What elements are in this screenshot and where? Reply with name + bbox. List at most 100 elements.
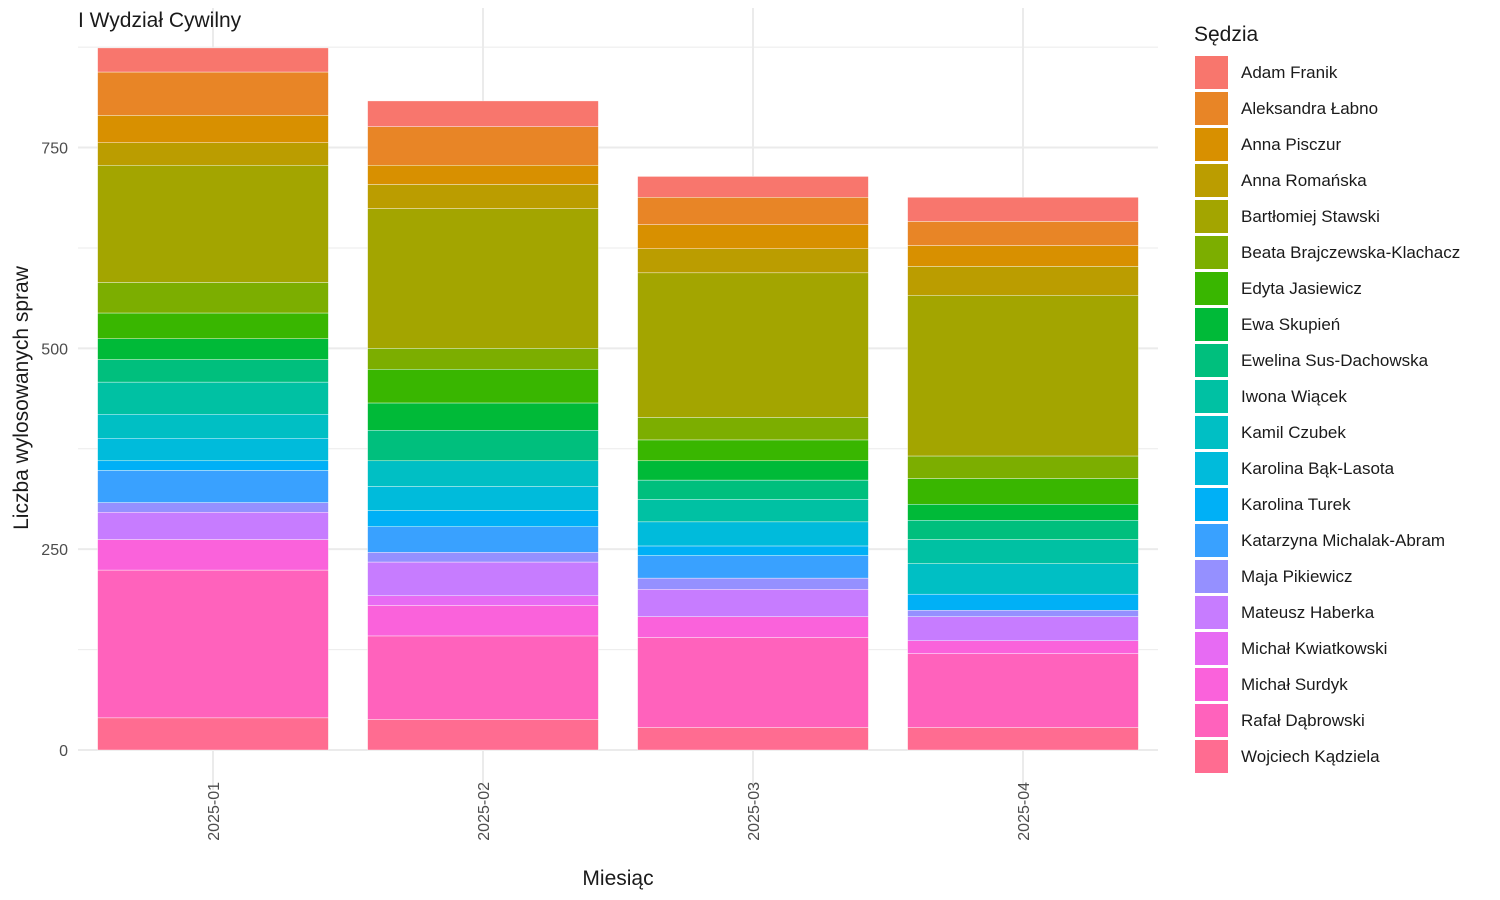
bar-segment bbox=[637, 577, 869, 590]
bar-segment bbox=[367, 184, 599, 209]
legend-label: Bartłomiej Stawski bbox=[1241, 207, 1380, 226]
legend-label: Kamil Czubek bbox=[1241, 423, 1346, 442]
bar-segment bbox=[907, 245, 1139, 267]
bar-segment bbox=[97, 338, 329, 360]
legend-swatch bbox=[1195, 416, 1228, 449]
legend-swatch bbox=[1195, 92, 1228, 125]
bar-segment bbox=[907, 503, 1139, 521]
legend-label: Karolina Bąk-Lasota bbox=[1241, 459, 1395, 478]
y-tick-label: 250 bbox=[41, 542, 68, 559]
bar-segment bbox=[907, 455, 1139, 479]
legend-label: Edyta Jasiewicz bbox=[1241, 279, 1362, 298]
bar-segment bbox=[637, 197, 869, 225]
bar-segment bbox=[97, 71, 329, 116]
legend-swatch bbox=[1195, 452, 1228, 485]
legend-swatch bbox=[1195, 56, 1228, 89]
bar-segment bbox=[97, 142, 329, 166]
bar-segment bbox=[907, 653, 1139, 728]
bar-segment bbox=[637, 545, 869, 556]
x-tick-label: 2025-04 bbox=[1016, 782, 1033, 841]
bar-segment bbox=[367, 605, 599, 637]
legend-swatch bbox=[1195, 344, 1228, 377]
bar-segment bbox=[97, 717, 329, 751]
bar-segment bbox=[97, 512, 329, 540]
bar-segment bbox=[367, 595, 599, 606]
legend-title: Sędzia bbox=[1194, 23, 1259, 46]
legend-label: Iwona Wiącek bbox=[1241, 387, 1347, 406]
bar-segment bbox=[367, 208, 599, 349]
bar-segment bbox=[367, 719, 599, 751]
y-tick-label: 750 bbox=[41, 141, 68, 158]
bar-segment bbox=[97, 414, 329, 439]
legend-swatch bbox=[1195, 128, 1228, 161]
bar-segment bbox=[637, 272, 869, 418]
axis-layer: 0 250 500 750 2025-01 2025-02 2025-03 2025-04 bbox=[41, 141, 1033, 841]
bar-segment bbox=[637, 176, 869, 198]
bar-segment bbox=[637, 417, 869, 441]
bar-segment bbox=[637, 521, 869, 547]
bar-segment bbox=[907, 616, 1139, 641]
bar-segment bbox=[637, 460, 869, 481]
y-axis-title: Liczba wylosowanych spraw bbox=[10, 265, 33, 530]
y-tick-label: 0 bbox=[59, 743, 68, 760]
legend-swatch bbox=[1195, 560, 1228, 593]
bar-segment bbox=[367, 126, 599, 166]
bar-segment bbox=[367, 369, 599, 404]
bar-segment bbox=[97, 381, 329, 415]
legend-swatch bbox=[1195, 164, 1228, 197]
bar-segment bbox=[907, 539, 1139, 564]
bar-segment bbox=[637, 248, 869, 274]
legend-label: Michał Surdyk bbox=[1241, 675, 1348, 694]
legend-swatch bbox=[1195, 524, 1228, 557]
legend-label: Mateusz Haberka bbox=[1241, 603, 1375, 622]
bars-layer bbox=[97, 47, 1139, 751]
legend-label: Ewelina Sus-Dachowska bbox=[1241, 351, 1429, 370]
bar-segment bbox=[367, 402, 599, 431]
bar-segment bbox=[637, 224, 869, 249]
bar-segment bbox=[367, 348, 599, 370]
bar-segment bbox=[367, 526, 599, 553]
legend-label: Katarzyna Michalak-Abram bbox=[1241, 531, 1445, 550]
legend-label: Adam Franik bbox=[1241, 63, 1338, 82]
bar-segment bbox=[637, 589, 869, 617]
bar-segment bbox=[907, 197, 1139, 222]
legend-swatch bbox=[1195, 596, 1228, 629]
legend-label: Karolina Turek bbox=[1241, 495, 1351, 514]
bar-segment bbox=[97, 359, 329, 383]
bar-segment bbox=[907, 563, 1139, 595]
x-tick-label: 2025-01 bbox=[206, 782, 223, 841]
bar-segment bbox=[907, 520, 1139, 540]
bar-segment bbox=[907, 727, 1139, 751]
bar-segment bbox=[367, 561, 599, 596]
legend-swatch bbox=[1195, 200, 1228, 233]
legend-swatch bbox=[1195, 632, 1228, 665]
x-tick-label: 2025-02 bbox=[476, 782, 493, 841]
bar-segment bbox=[97, 47, 329, 73]
bar-segment bbox=[97, 569, 329, 719]
legend-label: Aleksandra Łabno bbox=[1241, 99, 1378, 118]
bar-segment bbox=[907, 478, 1139, 505]
legend-label: Maja Pikiewicz bbox=[1241, 567, 1352, 586]
bar-segment bbox=[637, 616, 869, 638]
legend-label: Anna Romańska bbox=[1241, 171, 1367, 190]
bar-segment bbox=[637, 555, 869, 579]
bar-segment bbox=[97, 502, 329, 513]
bar-segment bbox=[97, 460, 329, 471]
legend-swatch bbox=[1195, 380, 1228, 413]
bar-segment bbox=[907, 221, 1139, 246]
bar-segment bbox=[367, 635, 599, 720]
chart-title: I Wydział Cywilny bbox=[78, 9, 242, 32]
bar-segment bbox=[97, 282, 329, 314]
bar-segment bbox=[907, 266, 1139, 296]
legend-swatch bbox=[1195, 236, 1228, 269]
legend-label: Rafał Dąbrowski bbox=[1241, 711, 1365, 730]
x-tick-label: 2025-03 bbox=[746, 782, 763, 841]
legend-label: Beata Brajczewska-Klachacz bbox=[1241, 243, 1460, 262]
legend-swatch bbox=[1195, 272, 1228, 305]
bar-segment bbox=[97, 470, 329, 503]
legend-swatch bbox=[1195, 740, 1228, 773]
x-axis-title: Miesiąc bbox=[582, 867, 653, 890]
legend-swatch bbox=[1195, 308, 1228, 341]
bar-segment bbox=[907, 593, 1139, 611]
